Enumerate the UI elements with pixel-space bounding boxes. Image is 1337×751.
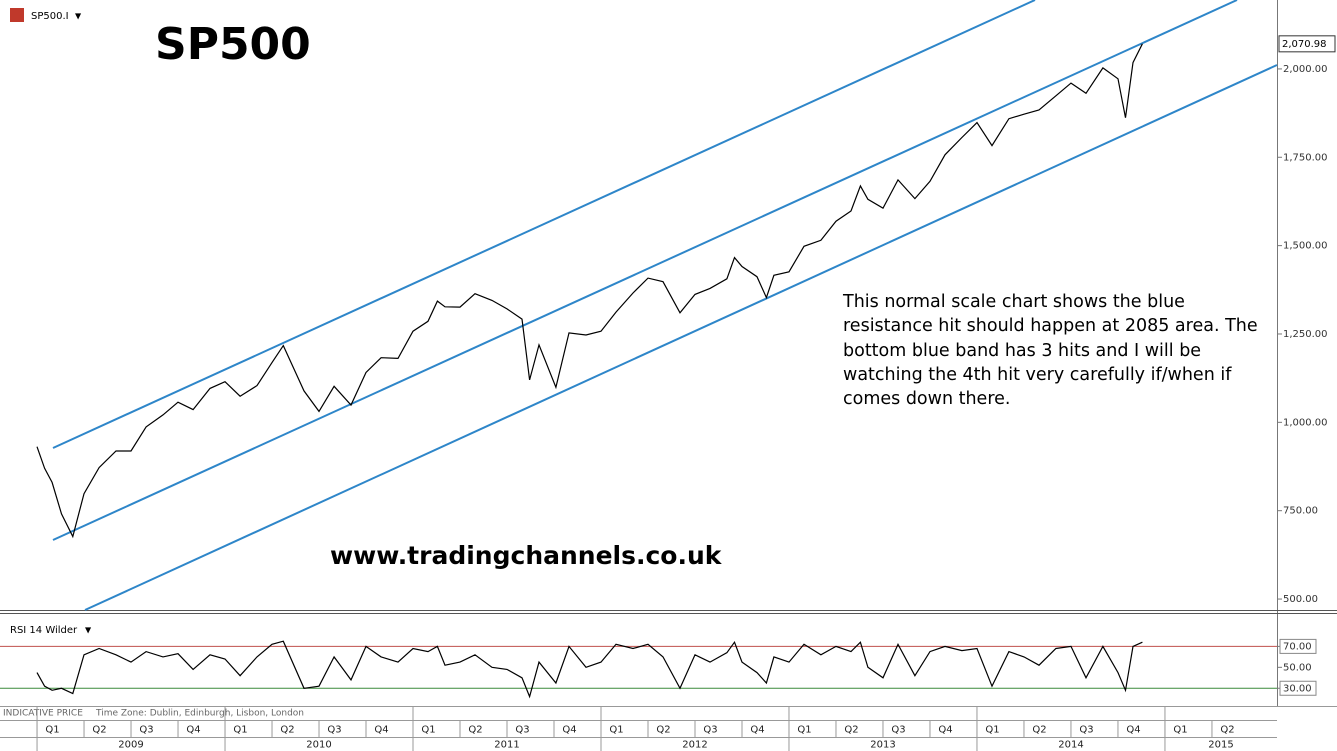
series-line	[36, 43, 1143, 539]
y-tick-label: 70.00	[1283, 641, 1312, 652]
x-tick-label: Q3	[139, 725, 153, 736]
chart-title: SP500	[155, 19, 311, 70]
dropdown-arrow[interactable]: ▼	[85, 626, 92, 635]
year-tick-label: 2014	[1058, 740, 1083, 751]
x-tick-label: Q3	[327, 725, 341, 736]
channel-lines	[52, 0, 1278, 611]
x-tick-label: Q2	[1220, 725, 1234, 736]
y-tick-label: 1,500.00	[1283, 241, 1328, 252]
y-tick-label: 30.00	[1283, 683, 1312, 694]
x-tick-label: Q1	[421, 725, 435, 736]
last-value-box	[1278, 35, 1336, 53]
x-tick-label: Q4	[374, 725, 388, 736]
channel-line	[84, 64, 1278, 611]
x-tick-label: Q3	[1079, 725, 1093, 736]
y-tick-box	[1279, 680, 1317, 696]
year-tick-label: 2013	[870, 740, 895, 751]
x-tick-label: Q4	[1126, 725, 1140, 736]
year-tick-label: 2010	[306, 740, 331, 751]
x-tick-label: Q4	[562, 725, 576, 736]
x-tick-label: Q1	[609, 725, 623, 736]
x-tick-label: Q4	[750, 725, 764, 736]
y-tick-label: 1,750.00	[1283, 152, 1328, 163]
symbol-icon	[10, 8, 24, 22]
y-tick-box	[1279, 638, 1317, 654]
year-tick-label: 2011	[494, 740, 519, 751]
x-tick-label: Q4	[186, 725, 200, 736]
x-tick-label: Q2	[92, 725, 106, 736]
x-tick-label: Q3	[515, 725, 529, 736]
channel-line	[52, 0, 1036, 449]
watermark: www.tradingchannels.co.uk	[330, 541, 723, 570]
symbol[interactable]: SP500.I	[31, 11, 69, 22]
x-tick-label: Q3	[703, 725, 717, 736]
timezone: Time Zone: Dublin, Edinburgh, Lisbon, Lo…	[95, 709, 304, 719]
x-tick-label: Q2	[1032, 725, 1046, 736]
x-tick-label: Q2	[280, 725, 294, 736]
year-tick-label: 2012	[682, 740, 707, 751]
x-tick-label: Q2	[468, 725, 482, 736]
x-tick-label: Q1	[233, 725, 247, 736]
y-tick-label: 50.00	[1283, 662, 1312, 673]
last-value-label: 2,070.98	[1282, 39, 1327, 50]
indicator-title[interactable]: RSI 14 Wilder	[10, 625, 78, 636]
year-tick-label: 2015	[1208, 740, 1233, 751]
x-tick-label: Q3	[891, 725, 905, 736]
y-tick-label: 2,000.00	[1283, 64, 1328, 75]
x-tick-label: Q2	[844, 725, 858, 736]
year-tick-label: 2009	[118, 740, 143, 751]
x-tick-label: Q2	[656, 725, 670, 736]
x-tick-label: Q4	[938, 725, 952, 736]
y-tick-label: 1,250.00	[1283, 329, 1328, 340]
x-tick-label: Q1	[797, 725, 811, 736]
x-tick-label: Q1	[985, 725, 999, 736]
x-tick-label: Q1	[1173, 725, 1187, 736]
dropdown-arrow[interactable]: ▼	[75, 12, 82, 21]
y-tick-label: 1,000.00	[1283, 417, 1328, 428]
series-line	[36, 640, 1143, 699]
y-tick-label: 500.00	[1283, 594, 1318, 605]
y-tick-label: 750.00	[1283, 506, 1318, 517]
x-tick-label: Q1	[45, 725, 59, 736]
annotation: This normal scale chart shows the blue r…	[843, 292, 1258, 410]
channel-line	[52, 0, 1238, 541]
footer: INDICATIVE PRICE	[3, 709, 83, 719]
